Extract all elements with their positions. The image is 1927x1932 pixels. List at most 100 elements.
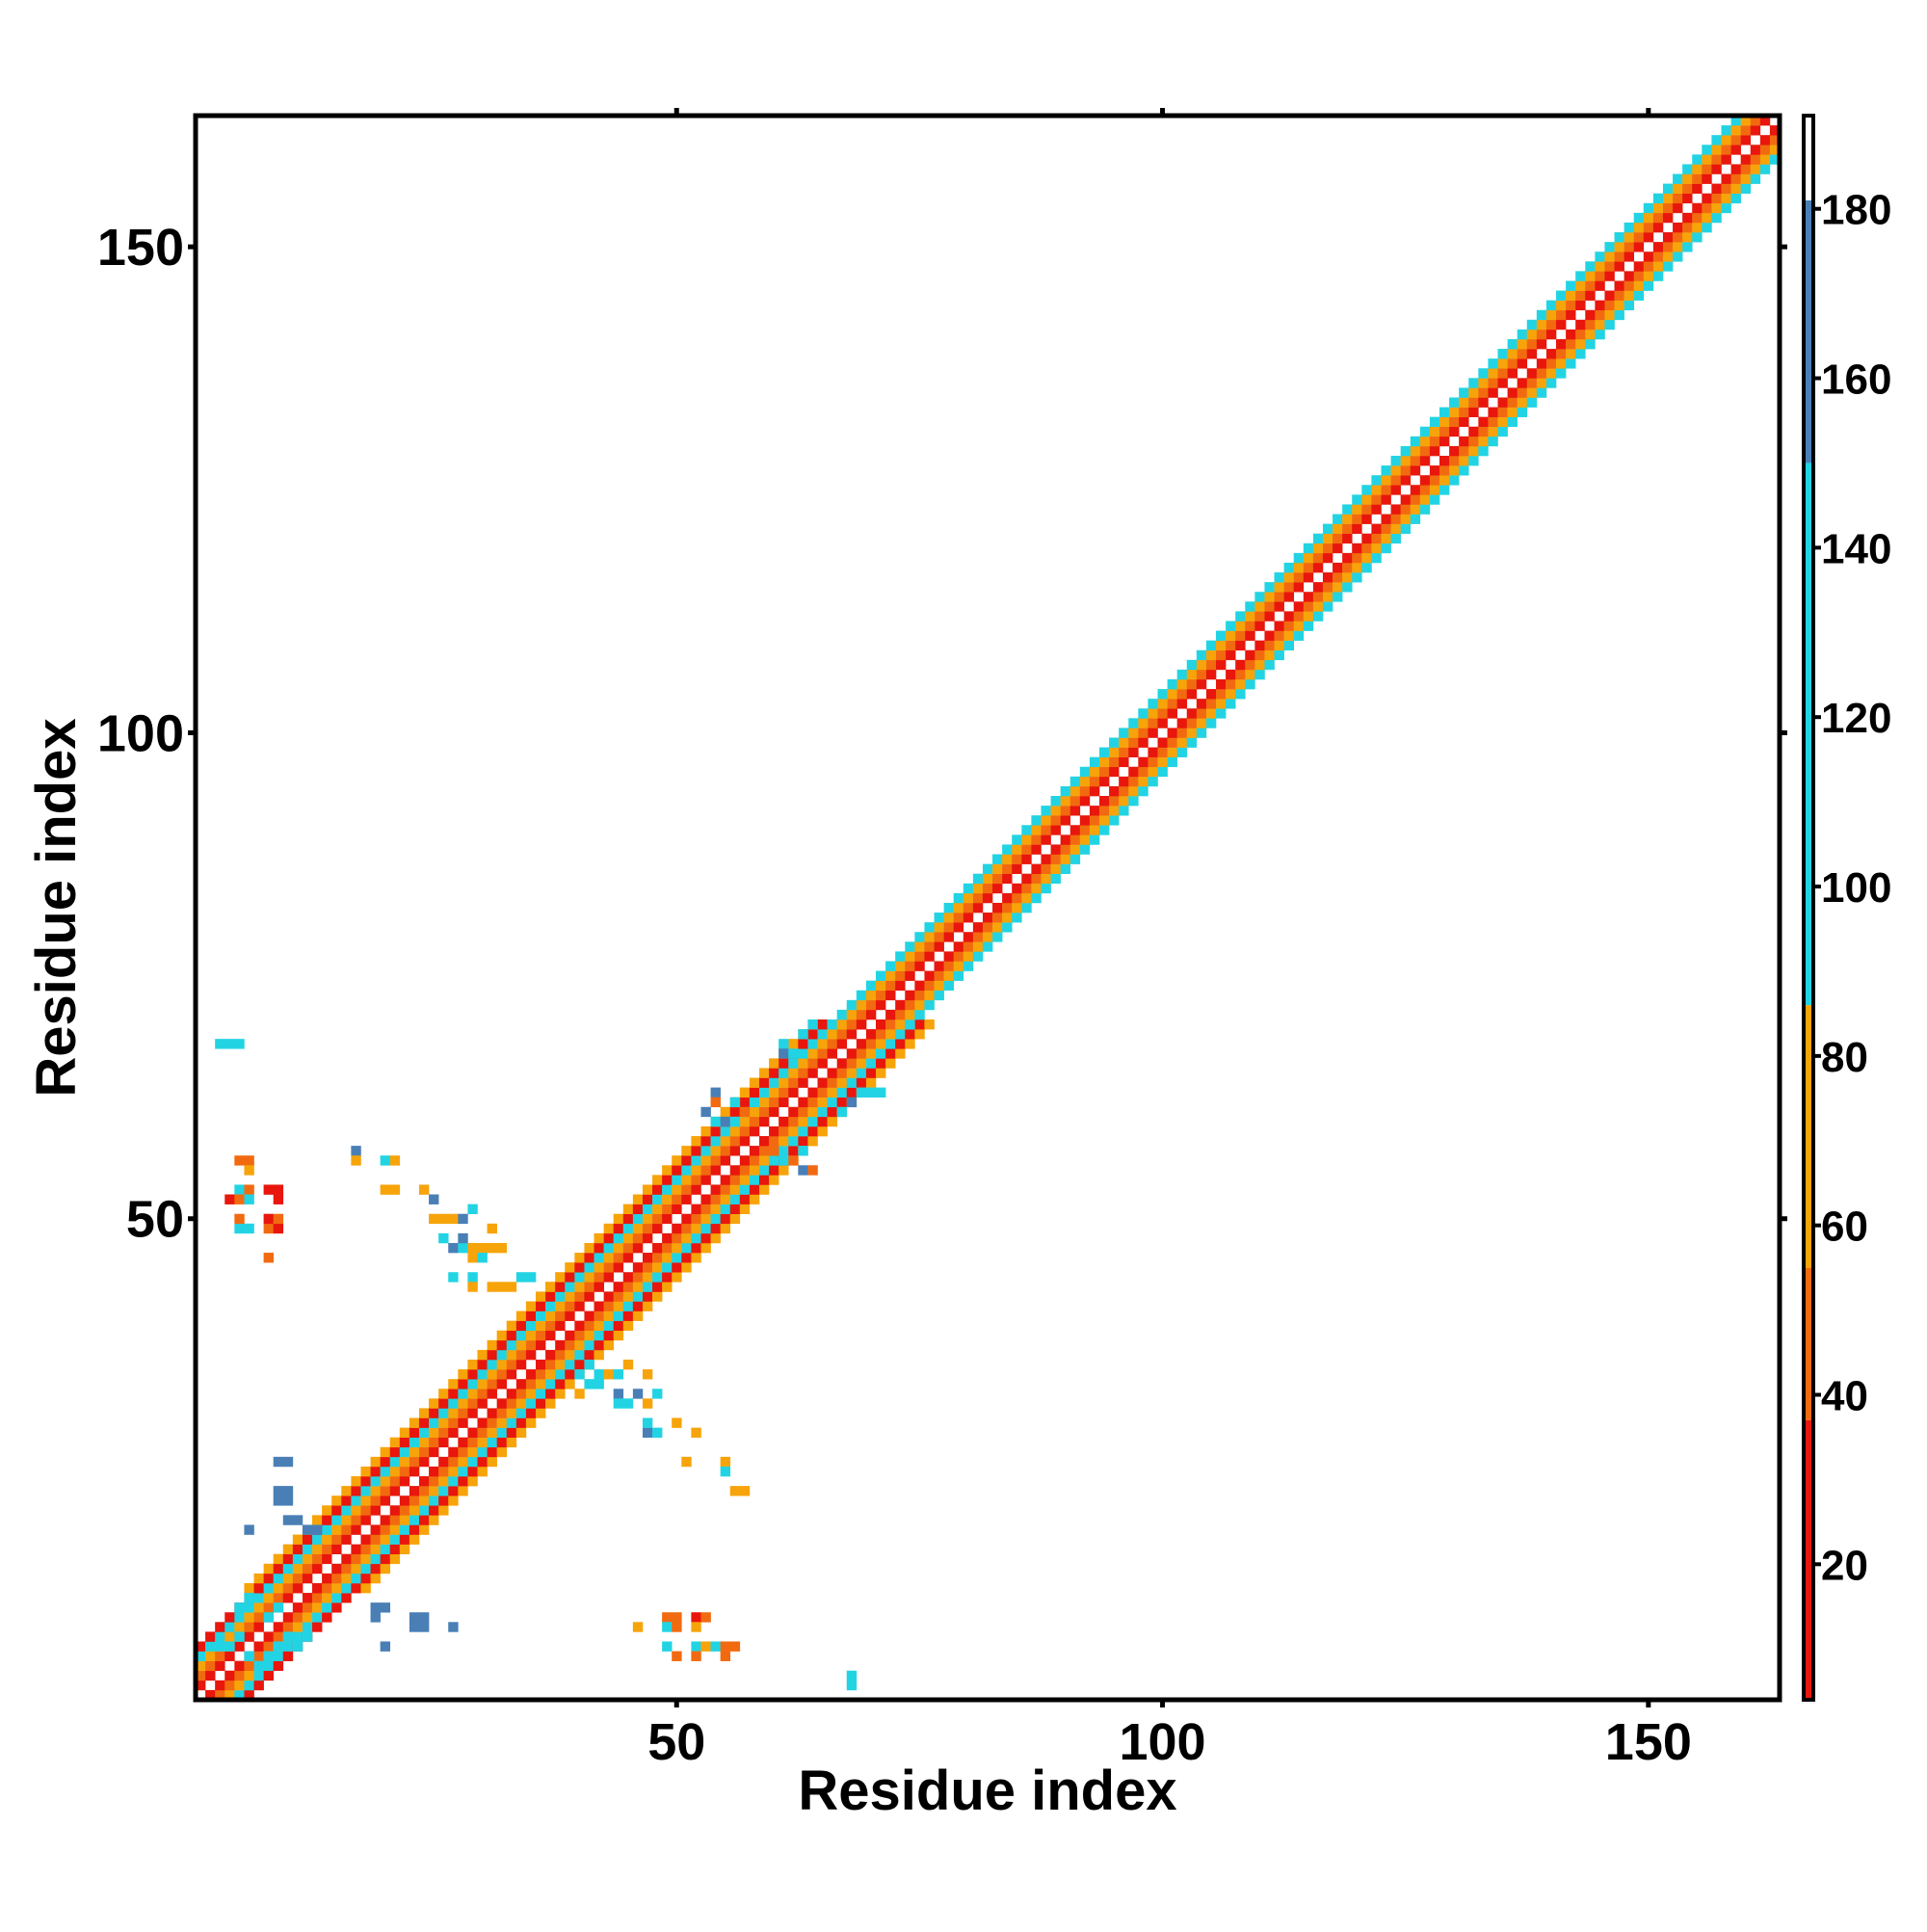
contact-cell	[477, 1437, 488, 1448]
contact-cell	[1079, 776, 1091, 787]
contact-cell	[1517, 338, 1528, 350]
contact-cell	[292, 1544, 304, 1555]
contact-cell	[263, 1223, 274, 1234]
contact-cell	[536, 1310, 546, 1321]
contact-cell	[594, 1232, 604, 1244]
contact-cell	[341, 1515, 352, 1525]
contact-cell	[351, 1524, 361, 1535]
contact-cell	[905, 1009, 915, 1020]
colorbar-tick-label: 40	[1821, 1373, 1868, 1420]
contact-cell	[273, 1553, 284, 1565]
contact-cell	[253, 1593, 264, 1603]
contact-cell	[1459, 387, 1469, 398]
contact-cell	[885, 961, 896, 971]
contact-cell	[565, 1310, 575, 1321]
x-tick-label: 50	[647, 1713, 705, 1771]
contact-cell	[418, 1184, 430, 1195]
contact-cell	[263, 1213, 274, 1225]
contact-cell	[1226, 649, 1236, 661]
contact-cell	[1128, 796, 1139, 807]
contact-cell	[739, 1125, 751, 1137]
contact-cell	[458, 1446, 468, 1458]
contact-cell	[525, 1272, 537, 1283]
contact-cell	[574, 1339, 585, 1351]
contact-cell	[1012, 913, 1022, 923]
contact-cell	[1556, 368, 1567, 379]
contact-cell	[1497, 426, 1508, 437]
contact-cell	[205, 1670, 216, 1681]
contact-cell	[389, 1446, 401, 1458]
contact-cell	[244, 1155, 254, 1166]
contact-cell	[613, 1213, 624, 1225]
contact-cell	[496, 1417, 508, 1428]
contact-cell	[1333, 514, 1343, 524]
contact-cell	[196, 1641, 206, 1652]
contact-cell	[312, 1544, 323, 1555]
contact-cell	[506, 1339, 517, 1351]
contact-cell	[506, 1320, 517, 1332]
contact-cell	[1109, 756, 1120, 768]
contact-cell	[515, 1408, 527, 1418]
contact-cell	[1750, 164, 1761, 174]
contact-cell	[1089, 776, 1100, 787]
contact-cell	[1497, 368, 1508, 379]
contact-cell	[1721, 193, 1731, 204]
contact-cell	[1478, 436, 1489, 447]
contact-cell	[506, 1437, 517, 1448]
contact-cell	[370, 1534, 381, 1545]
contact-cell	[331, 1515, 342, 1525]
contact-cell	[584, 1272, 594, 1283]
contact-cell	[1711, 135, 1722, 146]
contact-cell	[389, 1553, 401, 1565]
contact-cell	[1595, 280, 1605, 291]
contact-cell	[1283, 630, 1295, 641]
contact-cell	[1216, 659, 1227, 671]
contact-cell	[1293, 552, 1305, 564]
contact-cell	[672, 1165, 682, 1176]
contact-cell	[282, 1495, 294, 1506]
contact-cell	[739, 1155, 751, 1166]
contact-cell	[876, 1029, 886, 1040]
contact-cell	[1623, 251, 1635, 262]
contact-cell	[807, 1097, 818, 1108]
contact-cell	[574, 1349, 585, 1361]
contact-cell	[1478, 387, 1489, 398]
contact-cell	[467, 1369, 478, 1380]
contact-cell	[496, 1398, 508, 1409]
contact-cell	[720, 1175, 731, 1185]
contact-cell	[1283, 582, 1295, 593]
contact-cell	[234, 1612, 245, 1623]
contact-cell	[846, 1009, 858, 1020]
contact-cell	[594, 1301, 604, 1311]
contact-cell	[244, 1602, 254, 1613]
contact-cell	[1352, 572, 1362, 583]
contact-cell	[749, 1184, 760, 1195]
contact-cell	[972, 883, 984, 894]
contact-cell	[1312, 611, 1324, 622]
contact-cell	[603, 1232, 614, 1244]
contact-cell	[594, 1242, 604, 1254]
contact-cell	[1283, 592, 1295, 602]
contact-cell	[895, 999, 906, 1011]
contact-cell	[681, 1456, 692, 1468]
contact-cell	[409, 1505, 420, 1516]
contact-cell	[584, 1349, 594, 1361]
contact-cell	[1069, 834, 1081, 845]
contact-cell	[1050, 854, 1061, 864]
contact-cell	[1176, 737, 1188, 748]
contact-cell	[1361, 485, 1372, 495]
contact-cell	[438, 1437, 449, 1448]
contact-cell	[196, 1651, 206, 1661]
contact-cell	[1585, 271, 1596, 281]
contact-cell	[409, 1446, 420, 1458]
contact-cell	[710, 1213, 721, 1225]
contact-cell	[1585, 290, 1596, 301]
contact-cell	[895, 1039, 906, 1049]
contact-cell	[1614, 251, 1624, 262]
contact-cell	[1322, 523, 1333, 534]
contact-cell	[953, 951, 964, 962]
contact-cell	[856, 1077, 867, 1088]
contact-cell	[865, 1068, 877, 1078]
contact-cell	[642, 1194, 653, 1204]
